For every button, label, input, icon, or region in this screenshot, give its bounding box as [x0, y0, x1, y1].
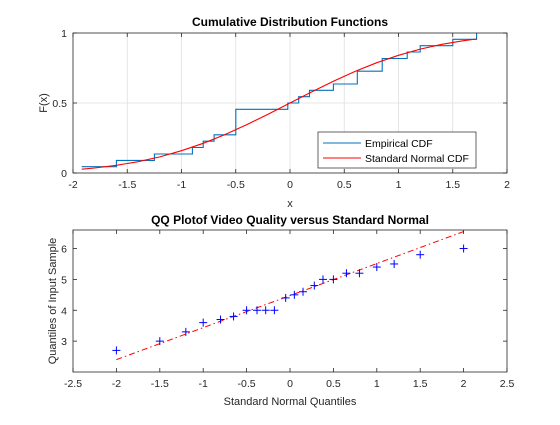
0-x-tick-label: 0 [287, 179, 293, 191]
0-x-tick-label: 1 [396, 179, 402, 191]
1-x-tick-label: 0.5 [326, 378, 341, 390]
qq-x-axis-label: Standard Normal Quantiles [224, 396, 357, 408]
1-y-tick-label: 5 [61, 274, 67, 286]
0-y-tick-label: 1 [61, 28, 67, 40]
cdf-x-axis-label: x [287, 198, 293, 210]
1-x-tick-label: 1.5 [413, 378, 428, 390]
cdf-title: Cumulative Distribution Functions [192, 15, 388, 29]
cdf-legend: Empirical CDF Standard Normal CDF [318, 132, 476, 168]
0-x-tick-label: -2 [68, 179, 77, 191]
qq-title: QQ Plotof Video Quality versus Standard … [151, 213, 429, 227]
1-x-tick-label: 0 [287, 378, 293, 390]
1-x-tick-label: 2 [461, 378, 467, 390]
1-y-tick-label: 3 [61, 336, 67, 348]
0-x-tick-label: 0.5 [337, 179, 352, 191]
1-y-tick-label: 4 [61, 305, 67, 317]
qq-y-axis-label: Quantiles of Input Sample [47, 238, 59, 365]
0-y-tick-label: 0.5 [52, 98, 67, 110]
legend-label-normal: Standard Normal CDF [365, 153, 469, 165]
1-x-tick-label: 1 [374, 378, 380, 390]
0-x-tick-label: -1 [177, 179, 186, 191]
0-y-tick-label: 0 [61, 168, 67, 180]
1-y-tick-label: 6 [61, 244, 67, 256]
0-x-tick-label: -1.5 [118, 179, 136, 191]
1-x-tick-label: -1.5 [151, 378, 169, 390]
legend-label-empirical: Empirical CDF [365, 138, 433, 150]
qq-axes-area [73, 230, 507, 372]
1-x-tick-label: -2.5 [64, 378, 82, 390]
0-x-tick-label: 2 [504, 179, 510, 191]
1-x-tick-label: -0.5 [238, 378, 256, 390]
cdf-y-axis-label: F(x) [38, 93, 50, 113]
1-x-tick-label: -1 [199, 378, 208, 390]
1-x-tick-label: 2.5 [500, 378, 515, 390]
0-x-tick-label: -0.5 [227, 179, 245, 191]
0-x-tick-label: 1.5 [445, 179, 460, 191]
1-x-tick-label: -2 [112, 378, 121, 390]
